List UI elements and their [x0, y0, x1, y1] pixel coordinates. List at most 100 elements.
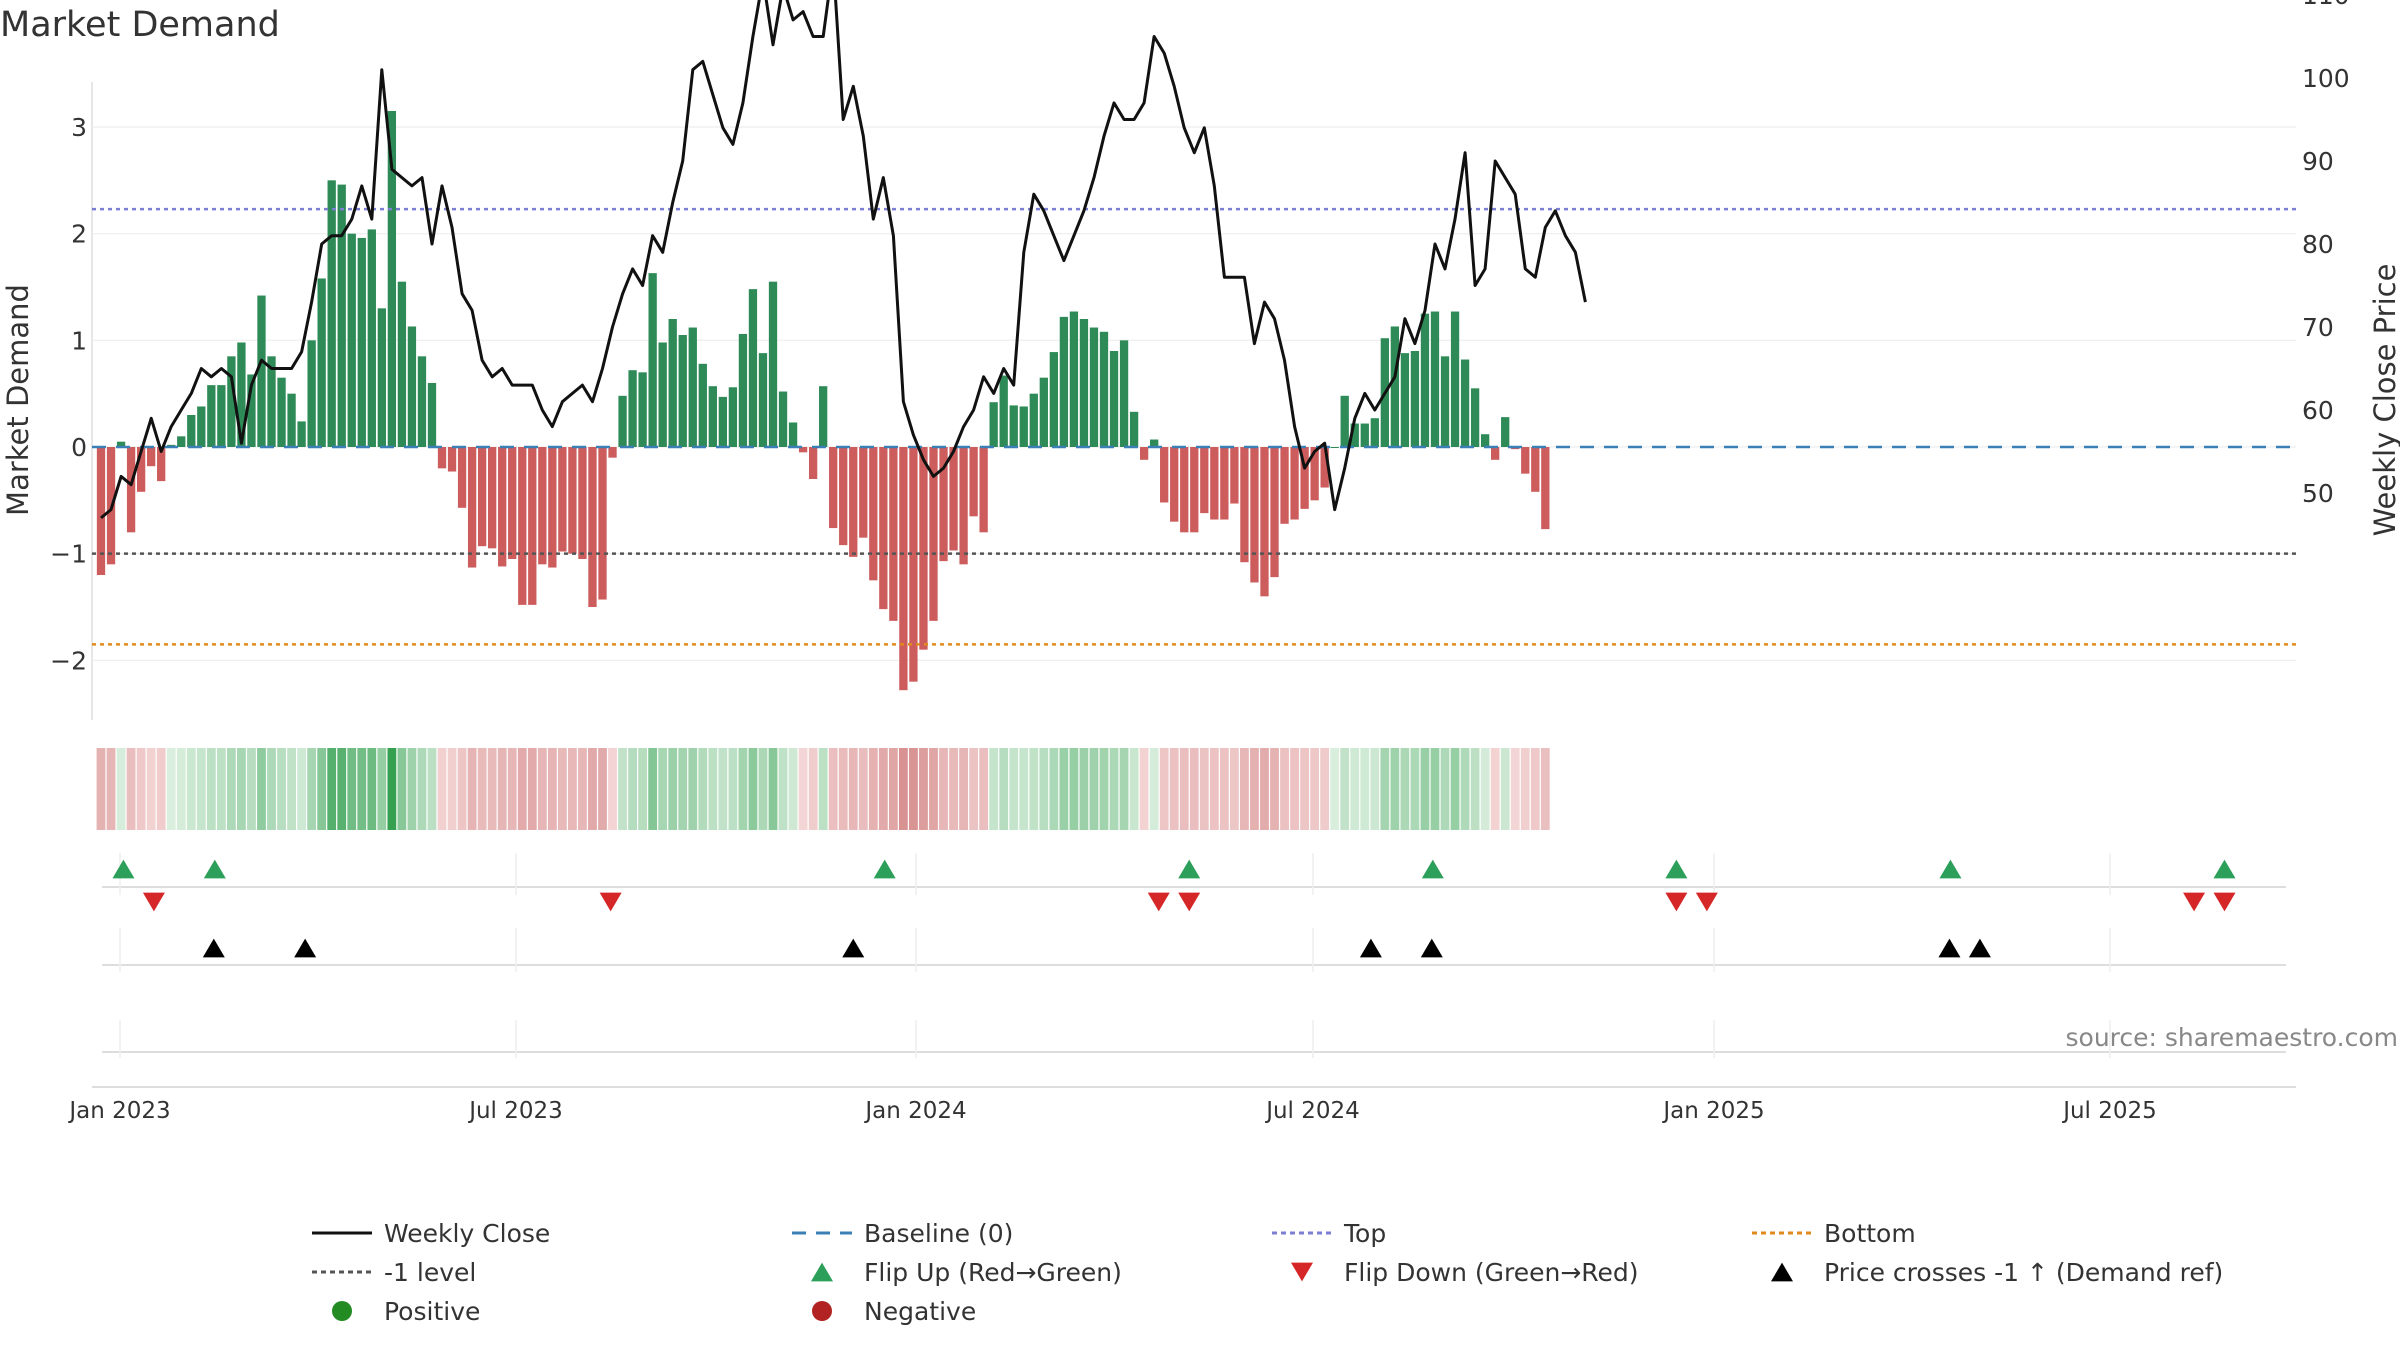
- demand-bar: [297, 421, 306, 447]
- flip-down-marker: [599, 892, 622, 912]
- demand-bar: [688, 327, 697, 447]
- demand-heat-cell: [969, 748, 979, 830]
- demand-bar: [1360, 423, 1369, 447]
- x-tick-label: Jan 2024: [863, 1098, 966, 1124]
- price-cross-marker: [842, 938, 865, 958]
- demand-bar: [558, 447, 567, 552]
- demand-bar: [307, 340, 316, 447]
- demand-bar: [116, 441, 126, 447]
- demand-bar: [187, 415, 196, 447]
- x-tick-label: Jul 2023: [467, 1098, 563, 1124]
- demand-heat-cell: [257, 748, 266, 830]
- demand-bar: [849, 447, 858, 557]
- demand-bar: [1129, 411, 1139, 447]
- demand-bar: [1410, 351, 1420, 447]
- demand-bar: [598, 447, 607, 600]
- demand-heat-cell: [608, 748, 617, 830]
- demand-bar: [387, 111, 397, 447]
- demand-bar: [498, 447, 507, 567]
- demand-heat-cell: [798, 748, 808, 830]
- legend-swatch-triangle-up: [811, 1262, 833, 1282]
- demand-bar: [1501, 417, 1510, 447]
- demand-heat-cell: [698, 748, 708, 830]
- demand-bar: [1260, 447, 1269, 597]
- x-tick-label: Jan 2025: [1661, 1098, 1764, 1124]
- demand-heat-cell: [919, 748, 928, 830]
- demand-bar: [568, 447, 577, 554]
- demand-heat-cell: [96, 748, 106, 830]
- demand-heat-cell: [1240, 748, 1249, 830]
- x-tick-label: Jul 2025: [2061, 1098, 2157, 1124]
- demand-heat-cell: [1139, 748, 1149, 830]
- demand-heat-cell: [1440, 748, 1450, 830]
- demand-heat-cell: [1340, 748, 1350, 830]
- legend-item: Positive: [332, 1297, 480, 1326]
- demand-bar: [477, 447, 487, 547]
- demand-heat-cell: [858, 748, 868, 830]
- demand-heat-cell: [768, 748, 778, 830]
- demand-bar: [728, 387, 738, 447]
- demand-heat-cell: [1470, 748, 1480, 830]
- legend-label: Baseline (0): [864, 1219, 1013, 1248]
- demand-heat-cell: [1320, 748, 1330, 830]
- demand-bar: [157, 447, 166, 482]
- left-y-tick-label: −2: [50, 646, 87, 675]
- demand-heat-cell: [1420, 748, 1430, 830]
- demand-heat-cell: [878, 748, 888, 830]
- price-cross-marker: [1938, 938, 1961, 958]
- legend-item: Price crosses -1 ↑ (Demand ref): [1771, 1258, 2223, 1287]
- demand-heat-cell: [818, 748, 828, 830]
- demand-heat-cell: [588, 748, 597, 830]
- demand-bar: [437, 447, 447, 469]
- demand-heat-cell: [899, 748, 908, 830]
- demand-heat-cell: [578, 748, 587, 830]
- price-cross-marker: [294, 938, 317, 958]
- demand-heat-cell: [1149, 748, 1159, 830]
- legend-item: -1 level: [312, 1258, 476, 1287]
- demand-bar: [889, 447, 898, 621]
- demand-heat-cell: [347, 748, 357, 830]
- x-tick-label: Jul 2024: [1264, 1098, 1360, 1124]
- demand-bar: [1330, 447, 1339, 448]
- demand-heat-cell: [648, 748, 658, 830]
- demand-heat-cell: [367, 748, 377, 830]
- demand-bar: [628, 370, 637, 447]
- demand-heat-cell: [247, 748, 256, 830]
- demand-bar: [1190, 447, 1199, 533]
- demand-bar: [1200, 447, 1209, 514]
- flip-up-marker: [2213, 859, 2236, 879]
- demand-heat-cell: [527, 748, 537, 830]
- price-cross-marker: [202, 938, 225, 958]
- demand-heat-cell: [1280, 748, 1289, 830]
- demand-heat-cell: [267, 748, 276, 830]
- source-label: source: sharemaestro.com: [2066, 1023, 2399, 1052]
- legend-item: Negative: [812, 1297, 976, 1326]
- demand-heat-cell: [307, 748, 317, 830]
- demand-bar: [939, 447, 948, 562]
- demand-heat-cell: [1039, 748, 1049, 830]
- demand-heat-cell: [668, 748, 678, 830]
- demand-heat-cell: [1430, 748, 1440, 830]
- demand-bar: [1440, 356, 1450, 447]
- demand-heat-cell: [196, 748, 206, 830]
- demand-bar: [136, 447, 146, 492]
- demand-heat-cell: [1219, 748, 1229, 830]
- demand-heat-cell: [156, 748, 166, 830]
- demand-bar: [768, 281, 778, 447]
- demand-bar: [357, 237, 366, 447]
- demand-heat-cell: [939, 748, 948, 830]
- flip-down-marker: [1665, 892, 1688, 912]
- demand-bar: [618, 395, 627, 447]
- demand-bar: [1089, 327, 1099, 447]
- legend-item: Weekly Close: [312, 1219, 550, 1248]
- demand-bar: [407, 326, 417, 447]
- demand-heat-cell: [949, 748, 958, 830]
- legend-label: Negative: [864, 1297, 976, 1326]
- demand-heat-cell: [1500, 748, 1510, 830]
- demand-bar: [668, 319, 677, 447]
- right-y-tick-label: 50: [2302, 479, 2334, 508]
- demand-bar: [1069, 311, 1079, 447]
- demand-heat-cell: [437, 748, 447, 830]
- demand-heat-cell: [1540, 748, 1550, 830]
